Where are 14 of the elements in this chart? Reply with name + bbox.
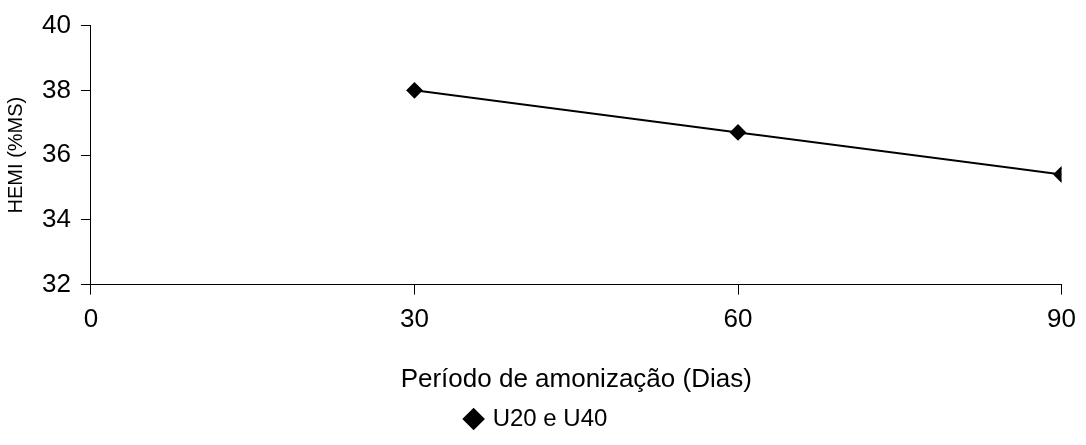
legend-label: U20 e U40 bbox=[492, 403, 608, 431]
x-axis-title: Período de amonização (Dias) bbox=[400, 362, 752, 393]
x-tick-label: 60 bbox=[723, 303, 753, 334]
point bbox=[406, 82, 423, 99]
x-tick-label: 0 bbox=[83, 303, 99, 334]
x-tick-label: 30 bbox=[400, 303, 429, 334]
y-tick-label: 34 bbox=[42, 203, 71, 234]
y-tick-label: 32 bbox=[42, 267, 71, 298]
x-tick-label: 90 bbox=[1047, 303, 1076, 334]
point bbox=[730, 124, 746, 141]
y-tick-label: 36 bbox=[42, 138, 71, 169]
y-tick-label: 38 bbox=[42, 73, 71, 104]
y-axis-title: HEMI (%MS) bbox=[3, 96, 26, 214]
y-tick-label: 40 bbox=[42, 8, 71, 39]
